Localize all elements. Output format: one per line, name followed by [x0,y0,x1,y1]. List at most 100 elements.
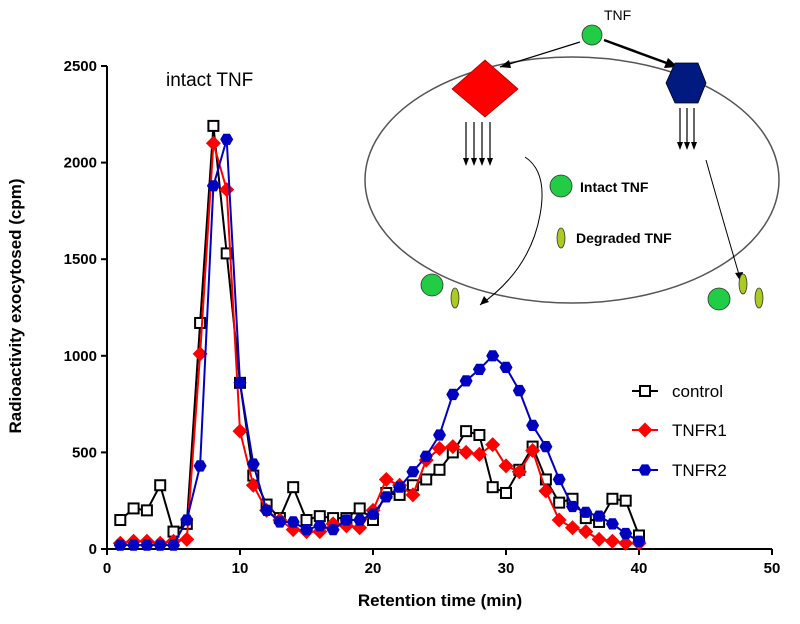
data-point-control [353,502,366,515]
x-tick-label: 30 [498,560,515,577]
exocytosis-arrow-left [479,156,543,306]
data-point-tnfr2 [140,539,154,551]
tnfr1-signal-arrows [465,122,491,160]
data-point-control [194,316,207,329]
tnfr1-receptor-diamond [451,59,519,118]
data-point-tnfr2 [619,527,633,540]
intact-tnf-key-label: Intact TNF [580,179,649,195]
data-point-tnfr1 [432,441,447,457]
data-point-tnfr2 [539,441,553,453]
exocytosis-arrow-right [705,159,741,279]
data-point-tnfr2 [632,535,646,547]
data-point-tnfr2 [300,524,313,536]
data-point-tnfr2 [433,429,446,441]
tnfr2-signal-arrows [679,108,695,144]
legend-label: control [672,382,723,401]
data-point-control [473,429,486,442]
data-point-tnfr1 [245,477,261,493]
data-point-tnfr1 [458,444,474,460]
y-tick-label: 2500 [64,58,97,75]
released-intact-tnf-left [420,273,444,297]
data-point-tnfr2 [472,363,486,375]
legend-entry-control: control [632,382,723,401]
data-point-tnfr2 [339,514,353,526]
data-point-tnfr2 [180,514,194,526]
data-point-tnfr1 [538,483,554,499]
released-degraded-tnf-left [450,287,460,309]
data-point-control [220,247,233,260]
legend-marker [638,464,652,476]
x-tick-label: 0 [103,560,111,577]
data-point-tnfr1 [232,423,248,439]
data-point-control [619,494,632,507]
data-point-tnfr2 [592,510,606,522]
data-point-tnfr1 [525,442,541,458]
data-point-tnfr2 [313,520,327,532]
data-point-tnfr2 [286,516,300,528]
data-point-tnfr1 [591,531,607,547]
data-point-tnfr2 [167,539,180,551]
arrow-tnf-to-tnfr2 [603,38,673,67]
data-point-tnfr2 [246,458,260,470]
data-point-tnfr2 [605,518,619,530]
series-tnfr1 [112,135,647,551]
series-layer [112,119,647,551]
data-point-control [433,463,446,476]
released-degraded-tnf-right-2 [754,287,764,309]
data-point-tnfr2 [127,539,141,551]
legend-marker [637,422,653,438]
data-point-tnfr1 [192,346,208,362]
cell-membrane [364,56,780,304]
data-point-tnfr1 [618,535,634,551]
data-point-tnfr2 [393,481,407,493]
y-tick-label: 2000 [64,155,97,172]
data-point-tnfr2 [459,375,473,387]
data-point-tnfr2 [326,524,340,536]
data-point-control [300,514,313,527]
data-point-control [207,119,220,132]
x-tick-label: 10 [232,560,249,577]
data-point-control [553,496,566,509]
data-point-tnfr2 [486,350,500,362]
data-point-tnfr1 [445,439,461,455]
x-axis-title: Retention time (min) [358,591,522,610]
data-point-tnfr2 [206,180,220,192]
data-point-tnfr2 [526,419,540,431]
x-tick-label: 20 [365,560,382,577]
data-point-tnfr2 [579,506,593,518]
data-point-control [500,486,512,499]
data-point-tnfr1 [578,524,594,540]
data-point-tnfr2 [446,388,460,401]
data-point-control [114,514,127,527]
data-point-tnfr1 [205,135,221,151]
data-point-control [313,510,326,523]
data-point-tnfr1 [179,531,195,547]
tnf-label: TNF [604,7,631,23]
axes: 0 500 1000 1500 2000 2500 0 10 20 30 40 50 [64,58,781,577]
data-point-tnfr1 [565,520,580,536]
data-point-tnfr2 [273,516,287,528]
intact-tnf-key-circle [549,174,573,198]
y-axis-title: Radioactivity exocytosed (cpm) [6,178,25,433]
arrowhead-tnfr1 [500,60,511,68]
data-point-tnfr1 [485,437,501,453]
legend-entry-tnfr1: TNFR1 [632,421,727,440]
data-point-tnfr2 [366,508,380,520]
data-point-control [420,473,433,486]
legend-label: TNFR1 [672,421,727,440]
tnf-ligand-circle [581,24,603,46]
legend-entry-tnfr2: TNFR2 [632,461,727,480]
data-point-tnfr1 [604,533,620,549]
data-point-tnfr2 [512,384,526,397]
legend: control TNFR1 TNFR2 [632,382,727,480]
data-point-tnfr1 [471,446,487,462]
legend-marker [639,385,651,397]
series-line-tnfr2 [120,139,640,547]
data-point-tnfr2 [113,539,127,551]
data-point-control [606,492,619,505]
data-point-tnfr2 [353,514,367,526]
y-tick-label: 1000 [64,348,97,365]
data-point-tnfr2 [406,466,420,478]
degraded-tnf-key-label: Degraded TNF [576,230,672,246]
